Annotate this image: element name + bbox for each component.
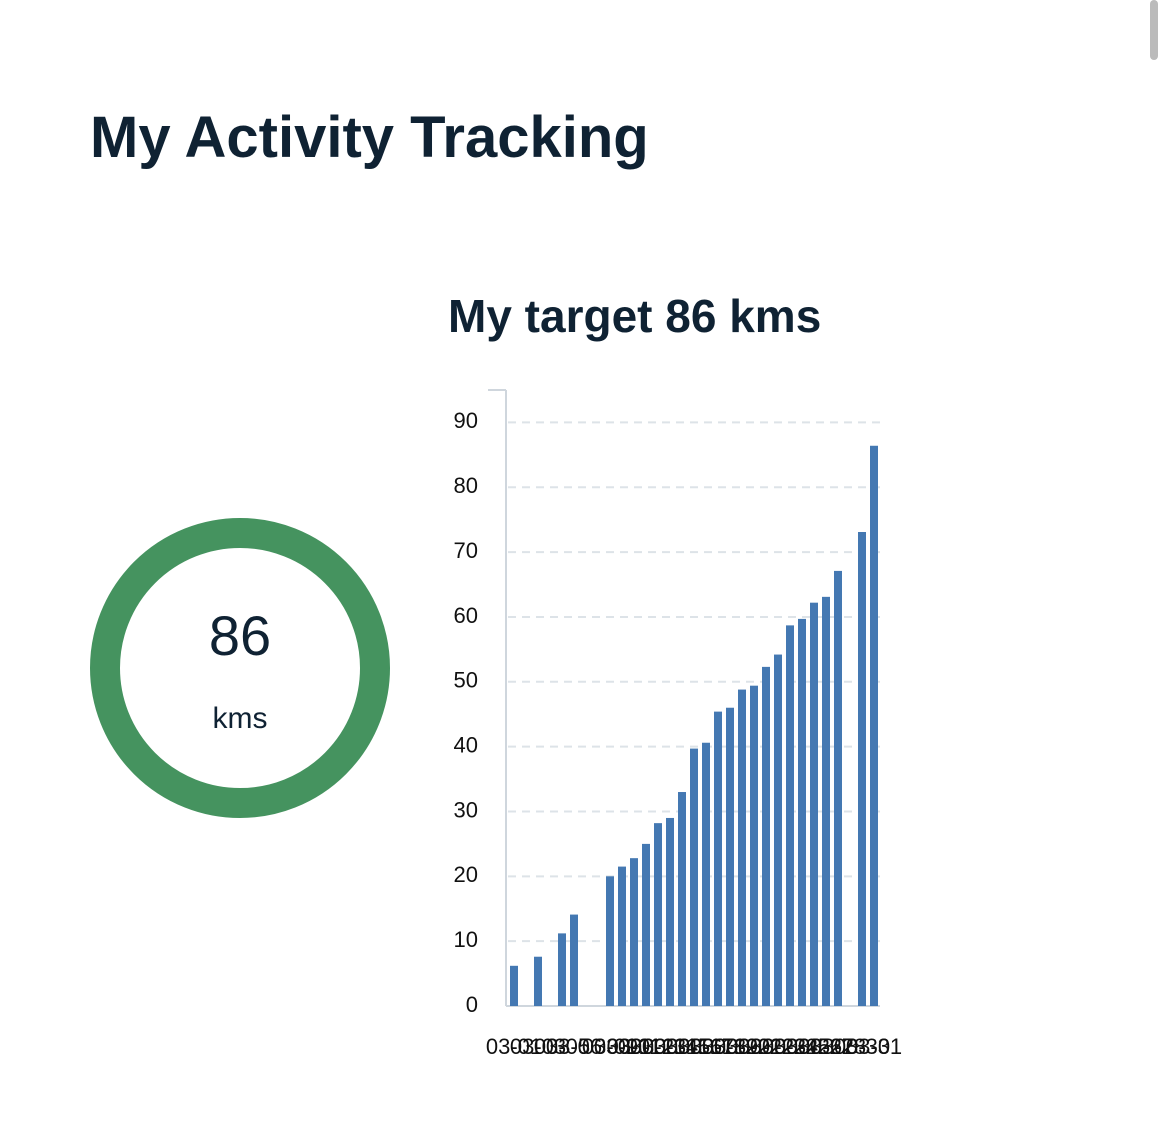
bar [642,843,650,1006]
bar [690,748,698,1006]
x-tick-label: 03-06 [546,1034,602,1059]
x-tick-label: 03-16 [666,1034,722,1059]
y-tick-label: 60 [454,603,478,628]
scrollbar [1150,0,1158,60]
y-tick-label: 30 [454,797,478,822]
bar [654,823,662,1006]
x-tick-label: 03-28 [810,1034,866,1059]
x-tick-label: 03-18 [690,1034,746,1059]
x-tick-label: 03-17 [678,1034,734,1059]
bar [630,858,638,1006]
bar [798,618,806,1006]
x-tick-label: 03-13 [630,1034,686,1059]
bar [618,866,626,1006]
x-tick-label: 03-20 [714,1034,770,1059]
x-tick-label: 03-26 [786,1034,842,1059]
bar [558,933,566,1006]
x-tick-label: 03-15 [654,1034,710,1059]
x-tick-label: 03-22 [738,1034,794,1059]
bar [702,742,710,1006]
bar [714,711,722,1006]
bar [726,707,734,1006]
x-tick-label: 03-10 [594,1034,650,1059]
bar [810,602,818,1006]
x-tick-label: 03-05 [534,1034,590,1059]
bar [534,956,542,1006]
bar [750,685,758,1006]
x-tick-label: 03-03 [510,1034,566,1059]
x-tick-label: 03-24 [762,1034,818,1059]
y-tick-label: 90 [454,408,478,433]
chart-title: My target 86 kms [448,290,821,342]
x-tick-label: 03-25 [774,1034,830,1059]
y-tick-label: 40 [454,732,478,757]
page-title: My Activity Tracking [90,105,649,170]
y-tick-label: 0 [466,992,478,1017]
x-tick-label: 03-27 [798,1034,854,1059]
bar [834,570,842,1006]
bar [606,876,614,1006]
y-tick-label: 20 [454,862,478,887]
x-tick-label: 03-11 [607,1034,662,1059]
x-tick-label: 03-23 [750,1034,806,1059]
bar [678,792,686,1006]
progress-ring [90,518,390,818]
bar [870,445,878,1006]
bar [738,689,746,1006]
progress-value: 86 [209,604,271,667]
y-tick-label: 80 [454,473,478,498]
x-tick-label: 03-31 [846,1034,902,1059]
bar [510,965,518,1006]
x-tick-label: 03-12 [618,1034,674,1059]
x-tick-label: 03-14 [642,1034,698,1059]
y-tick-label: 10 [454,927,478,952]
bar [774,654,782,1006]
y-tick-label: 70 [454,538,478,563]
x-tick-label: 03-21 [726,1034,782,1059]
bar [762,666,770,1006]
x-tick-label: 03-19 [702,1034,758,1059]
bar [858,532,866,1006]
x-tick-label: 03-30 [834,1034,890,1059]
x-tick-label: 03-01 [486,1034,542,1059]
x-tick-label: 03-09 [582,1034,638,1059]
y-tick-label: 50 [454,668,478,693]
bar [786,625,794,1006]
progress-unit: kms [213,702,268,735]
bar [666,817,674,1006]
bar [822,596,830,1006]
bar [570,914,578,1006]
